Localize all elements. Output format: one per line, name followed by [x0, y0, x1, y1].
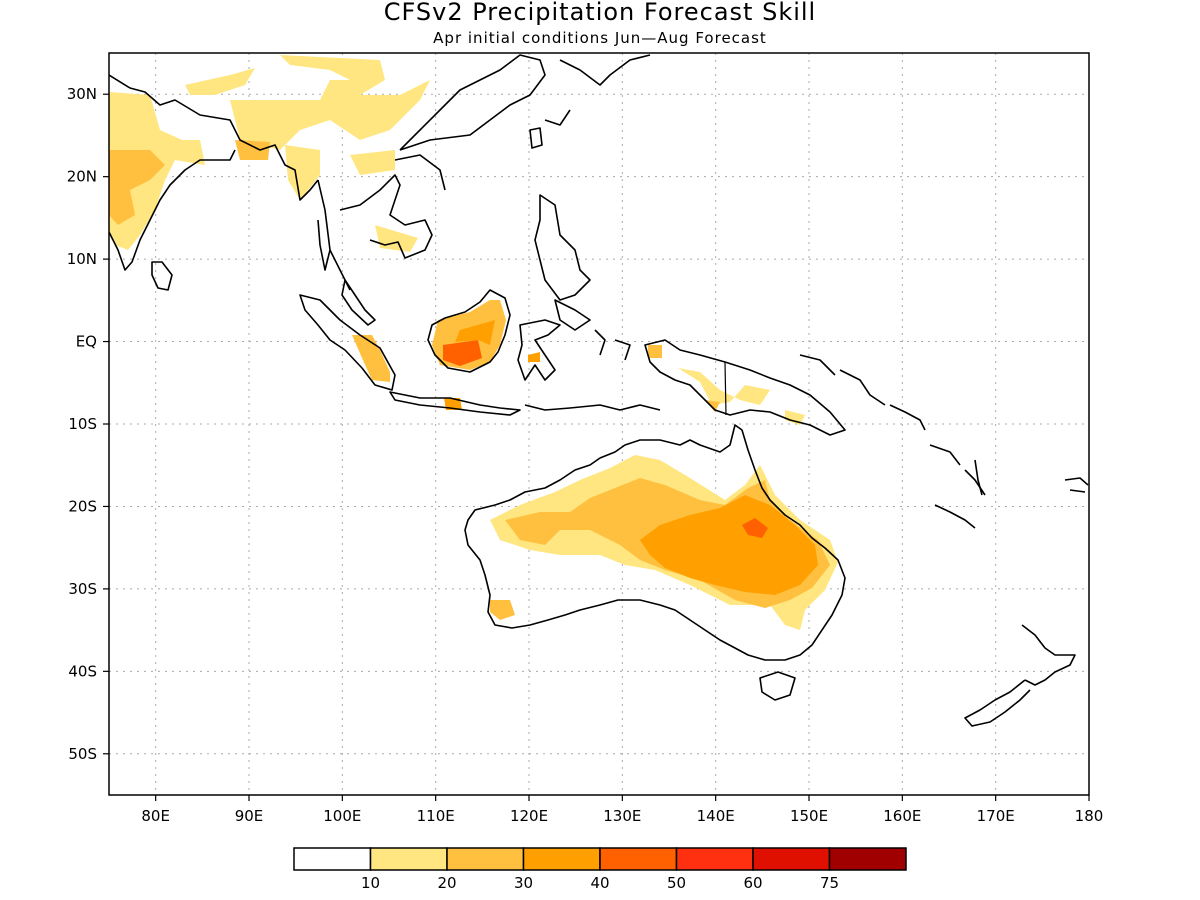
coast-india — [109, 74, 319, 271]
lon-tick-label: 80E — [141, 807, 170, 825]
lat-tick-label: 20S — [68, 497, 97, 515]
coast-fiji — [1064, 477, 1089, 493]
legend-swatch — [675, 847, 754, 871]
figure-title: CFSv2 Precipitation Forecast Skill — [383, 0, 817, 26]
axes: 30N 20N 10N EQ 10S 20S 30S 40S 50S 80E 90E 100E 110E… — [67, 85, 1104, 825]
color-legend: 10 20 30 40 50 60 75 — [293, 847, 907, 892]
lon-tick-label: 170E — [977, 807, 1015, 825]
lat-tick-label: 30N — [67, 85, 97, 103]
skill-region-australia-west-patch — [640, 500, 690, 520]
figure-subtitle: Apr initial conditions Jun—Aug Forecast — [433, 29, 767, 47]
legend-swatch — [752, 847, 831, 871]
lon-tick-label: 100E — [323, 807, 361, 825]
coast-java — [389, 391, 521, 416]
coast-indochina — [317, 174, 433, 291]
skill-region-himalaya — [185, 68, 255, 95]
coast-new-zealand-north — [1021, 624, 1076, 686]
coast-taiwan — [529, 127, 543, 149]
skill-region-perth — [490, 600, 515, 620]
lon-tick-label: 180 — [1075, 807, 1104, 825]
coast-sri-lanka — [151, 261, 173, 291]
map-content — [109, 53, 1089, 795]
skill-region-new-guinea-w — [648, 345, 662, 358]
skill-region-java — [444, 398, 462, 410]
lat-tick-label: 20N — [67, 168, 97, 186]
skill-region-indochina — [375, 225, 418, 252]
lat-tick-label: 10N — [67, 250, 97, 268]
legend-swatch — [828, 847, 907, 871]
coast-bismarck — [799, 354, 926, 431]
legend-swatch — [599, 847, 678, 871]
legend-swatch — [522, 847, 601, 871]
coast-png-border — [724, 361, 727, 416]
skill-shading — [109, 55, 838, 630]
legend-label: 30 — [514, 874, 533, 892]
coast-china — [394, 54, 546, 191]
lon-tick-label: 140E — [697, 807, 735, 825]
skill-region-bangladesh — [235, 140, 270, 160]
skill-region-australia-east-core — [742, 518, 768, 538]
legend-label: 40 — [590, 874, 609, 892]
lat-tick-label: 40S — [68, 662, 97, 680]
coast-new-caledonia — [934, 504, 976, 529]
skill-region-sumatra — [352, 335, 390, 382]
lat-tick-label: 50S — [68, 745, 97, 763]
skill-region-sulawesi — [528, 352, 540, 362]
coast-borneo — [427, 289, 511, 373]
legend-swatch — [293, 847, 372, 871]
legend-label: 75 — [820, 874, 839, 892]
coast-lesser-sunda — [524, 404, 661, 411]
coast-solomons — [929, 444, 986, 496]
coast-sulawesi — [517, 319, 561, 381]
lat-tick-label: EQ — [76, 333, 97, 351]
coast-new-zealand-south — [964, 679, 1031, 727]
skill-region-australia-core — [640, 495, 818, 595]
skill-region-india-core — [109, 150, 165, 225]
skill-region-south-china — [350, 150, 395, 175]
coast-new-guinea — [644, 339, 846, 436]
skill-region-tibet — [230, 70, 430, 150]
lon-tick-label: 120E — [510, 807, 548, 825]
legend-label: 60 — [743, 874, 762, 892]
lat-tick-label: 10S — [68, 415, 97, 433]
coastlines — [109, 54, 1089, 727]
coast-korea-japan — [544, 54, 651, 126]
skill-region-borneo-core — [443, 340, 482, 366]
coast-maluku — [594, 329, 631, 361]
skill-region-borneo-mid — [455, 320, 495, 345]
skill-region-png-east — [785, 410, 805, 425]
lon-tick-label: 160E — [883, 807, 921, 825]
skill-region-china-north — [280, 55, 385, 80]
legend-label: 20 — [437, 874, 456, 892]
lat-tick-label: 30S — [68, 580, 97, 598]
coast-philippines — [534, 194, 591, 331]
lon-tick-label: 130E — [603, 807, 641, 825]
coast-sumatra — [299, 294, 396, 391]
legend-swatch — [369, 847, 448, 871]
lon-tick-label: 110E — [417, 807, 455, 825]
skill-region-myanmar — [285, 145, 320, 200]
coast-tasmania — [759, 671, 796, 701]
coast-australia — [464, 424, 846, 661]
lon-tick-label: 90E — [235, 807, 264, 825]
legend-label: 50 — [667, 874, 686, 892]
skill-region-new-guinea — [678, 368, 770, 405]
lon-tick-label: 150E — [790, 807, 828, 825]
legend-swatch — [446, 847, 525, 871]
graticule — [109, 53, 1089, 795]
coast-vanuatu — [974, 459, 983, 496]
coast-malaya — [341, 279, 376, 326]
legend-label: 10 — [361, 874, 380, 892]
